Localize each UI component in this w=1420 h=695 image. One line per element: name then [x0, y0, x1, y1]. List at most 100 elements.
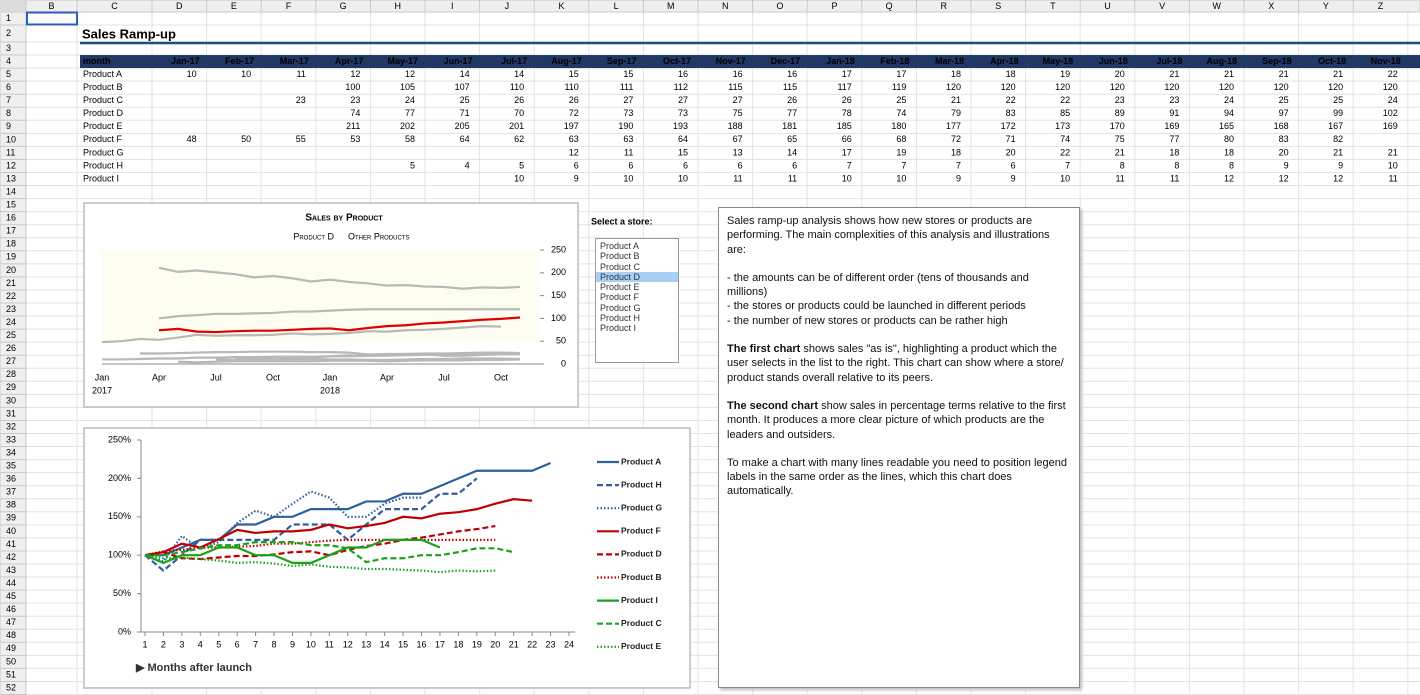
x-tick-label: 22	[527, 639, 537, 649]
table-cell: 11	[1170, 173, 1179, 183]
table-cell: 89	[1115, 108, 1125, 118]
table-cell: 16	[733, 69, 743, 79]
table-cell: Product F	[83, 134, 123, 144]
table-cell: 172	[1001, 121, 1016, 131]
table-header: Aug-18	[1206, 56, 1237, 66]
column-header: M	[667, 1, 675, 11]
table-cell: 73	[623, 108, 633, 118]
table-cell: 165	[1219, 121, 1234, 131]
table-header: Feb-18	[880, 56, 909, 66]
store-item[interactable]: Product A	[600, 241, 640, 251]
table-cell: 181	[782, 121, 797, 131]
store-item[interactable]: Product H	[600, 313, 641, 324]
row-number: 20	[6, 265, 16, 275]
table-cell: 193	[673, 121, 688, 131]
note-paragraph: To make a chart with many lines readable…	[727, 456, 1071, 499]
table-header: Nov-18	[1371, 56, 1401, 66]
table-cell: 23	[1115, 95, 1125, 105]
y-tick-label: 50%	[113, 588, 131, 598]
table-cell: 50	[241, 134, 251, 144]
table-cell: 26	[842, 95, 852, 105]
table-cell: 16	[787, 69, 797, 79]
column-header: Q	[886, 1, 893, 11]
table-cell: 188	[728, 121, 743, 131]
table-cell: 9	[1284, 160, 1289, 170]
chart1-line	[234, 352, 520, 361]
row-number: 38	[6, 500, 16, 510]
table-header: Apr-18	[990, 56, 1019, 66]
table-cell: 14	[514, 69, 524, 79]
table-header: Jun-18	[1099, 56, 1128, 66]
y-tick-label: 100	[551, 313, 566, 323]
store-item[interactable]: Product G	[600, 302, 641, 313]
table-cell: 77	[405, 108, 415, 118]
store-item[interactable]: Product D	[596, 271, 678, 283]
table-cell: 12	[350, 69, 360, 79]
table-cell: 10	[842, 173, 852, 183]
table-cell: 22	[1388, 69, 1398, 79]
table-cell: 68	[896, 134, 906, 144]
table-cell: 112	[674, 82, 688, 92]
row-number: 9	[6, 121, 11, 131]
store-item[interactable]: Product C	[600, 261, 641, 272]
store-listbox[interactable]: Product A Product B Product C Product D Prod…	[595, 238, 679, 363]
row-number: 35	[6, 461, 16, 471]
table-cell: 18	[951, 69, 961, 79]
x-tick-label: Oct	[266, 372, 281, 382]
table-header: Feb-17	[225, 56, 254, 66]
row-number: 19	[6, 252, 16, 262]
note-paragraph: - the amounts can be of different order …	[727, 271, 1071, 328]
table-cell: 14	[460, 69, 470, 79]
table-cell: 25	[1279, 95, 1289, 105]
table-cell: Product B	[83, 82, 123, 92]
table-cell: 21	[1279, 69, 1289, 79]
row-number: 25	[6, 330, 16, 340]
table-cell: 21	[951, 95, 961, 105]
y-tick-label: 150%	[108, 511, 131, 521]
table-header: Mar-17	[280, 56, 309, 66]
row-number: 30	[6, 395, 16, 405]
chart1-line	[158, 308, 520, 320]
row-number: 47	[6, 617, 16, 627]
table-cell: 79	[951, 108, 961, 118]
table-cell: 119	[892, 82, 906, 92]
column-header: N	[722, 1, 729, 11]
store-item[interactable]: Product E	[600, 282, 640, 293]
table-cell: 12	[1333, 173, 1343, 183]
chart2-line	[144, 538, 441, 565]
table-header: Apr-17	[335, 56, 364, 66]
chart1-line	[140, 350, 521, 356]
note-run: - the number of new stores or products c…	[727, 314, 1008, 327]
table-cell: 24	[1224, 95, 1234, 105]
table-cell: 10	[896, 173, 906, 183]
table-header: Jan-18	[826, 56, 855, 66]
y-tick-label: 0	[561, 358, 566, 368]
row-number: 39	[6, 513, 16, 523]
row-number: 33	[6, 434, 16, 444]
y-tick-label: 50	[556, 336, 566, 346]
table-cell: 72	[951, 134, 961, 144]
table-cell: 7	[1065, 160, 1070, 170]
table-cell: 169	[1164, 121, 1179, 131]
column-header: U	[1104, 1, 1111, 11]
chart2-line	[144, 538, 496, 557]
selected-cell	[26, 11, 78, 26]
corner	[0, 0, 26, 12]
table-cell: 12	[1279, 173, 1289, 183]
x-tick-label: 8	[272, 639, 277, 649]
row-number: 8	[6, 108, 11, 118]
store-item[interactable]: Product F	[600, 292, 640, 303]
sheet-title: Sales Ramp-up	[82, 26, 176, 41]
store-item[interactable]: Product I	[600, 323, 637, 334]
table-cell: 21	[1333, 147, 1343, 157]
table-cell: 74	[896, 108, 906, 118]
y-tick-label: 200%	[108, 473, 131, 483]
table-cell: Product H	[83, 160, 123, 170]
row-number: 31	[6, 408, 16, 418]
table-cell: 21	[1333, 69, 1343, 79]
row-number: 49	[6, 643, 16, 653]
note-line: Sales ramp-up analysis shows how new sto…	[727, 214, 1071, 257]
table-cell: Product G	[83, 147, 124, 157]
store-item[interactable]: Product B	[600, 251, 640, 262]
x-tick-label: 15	[398, 639, 408, 649]
